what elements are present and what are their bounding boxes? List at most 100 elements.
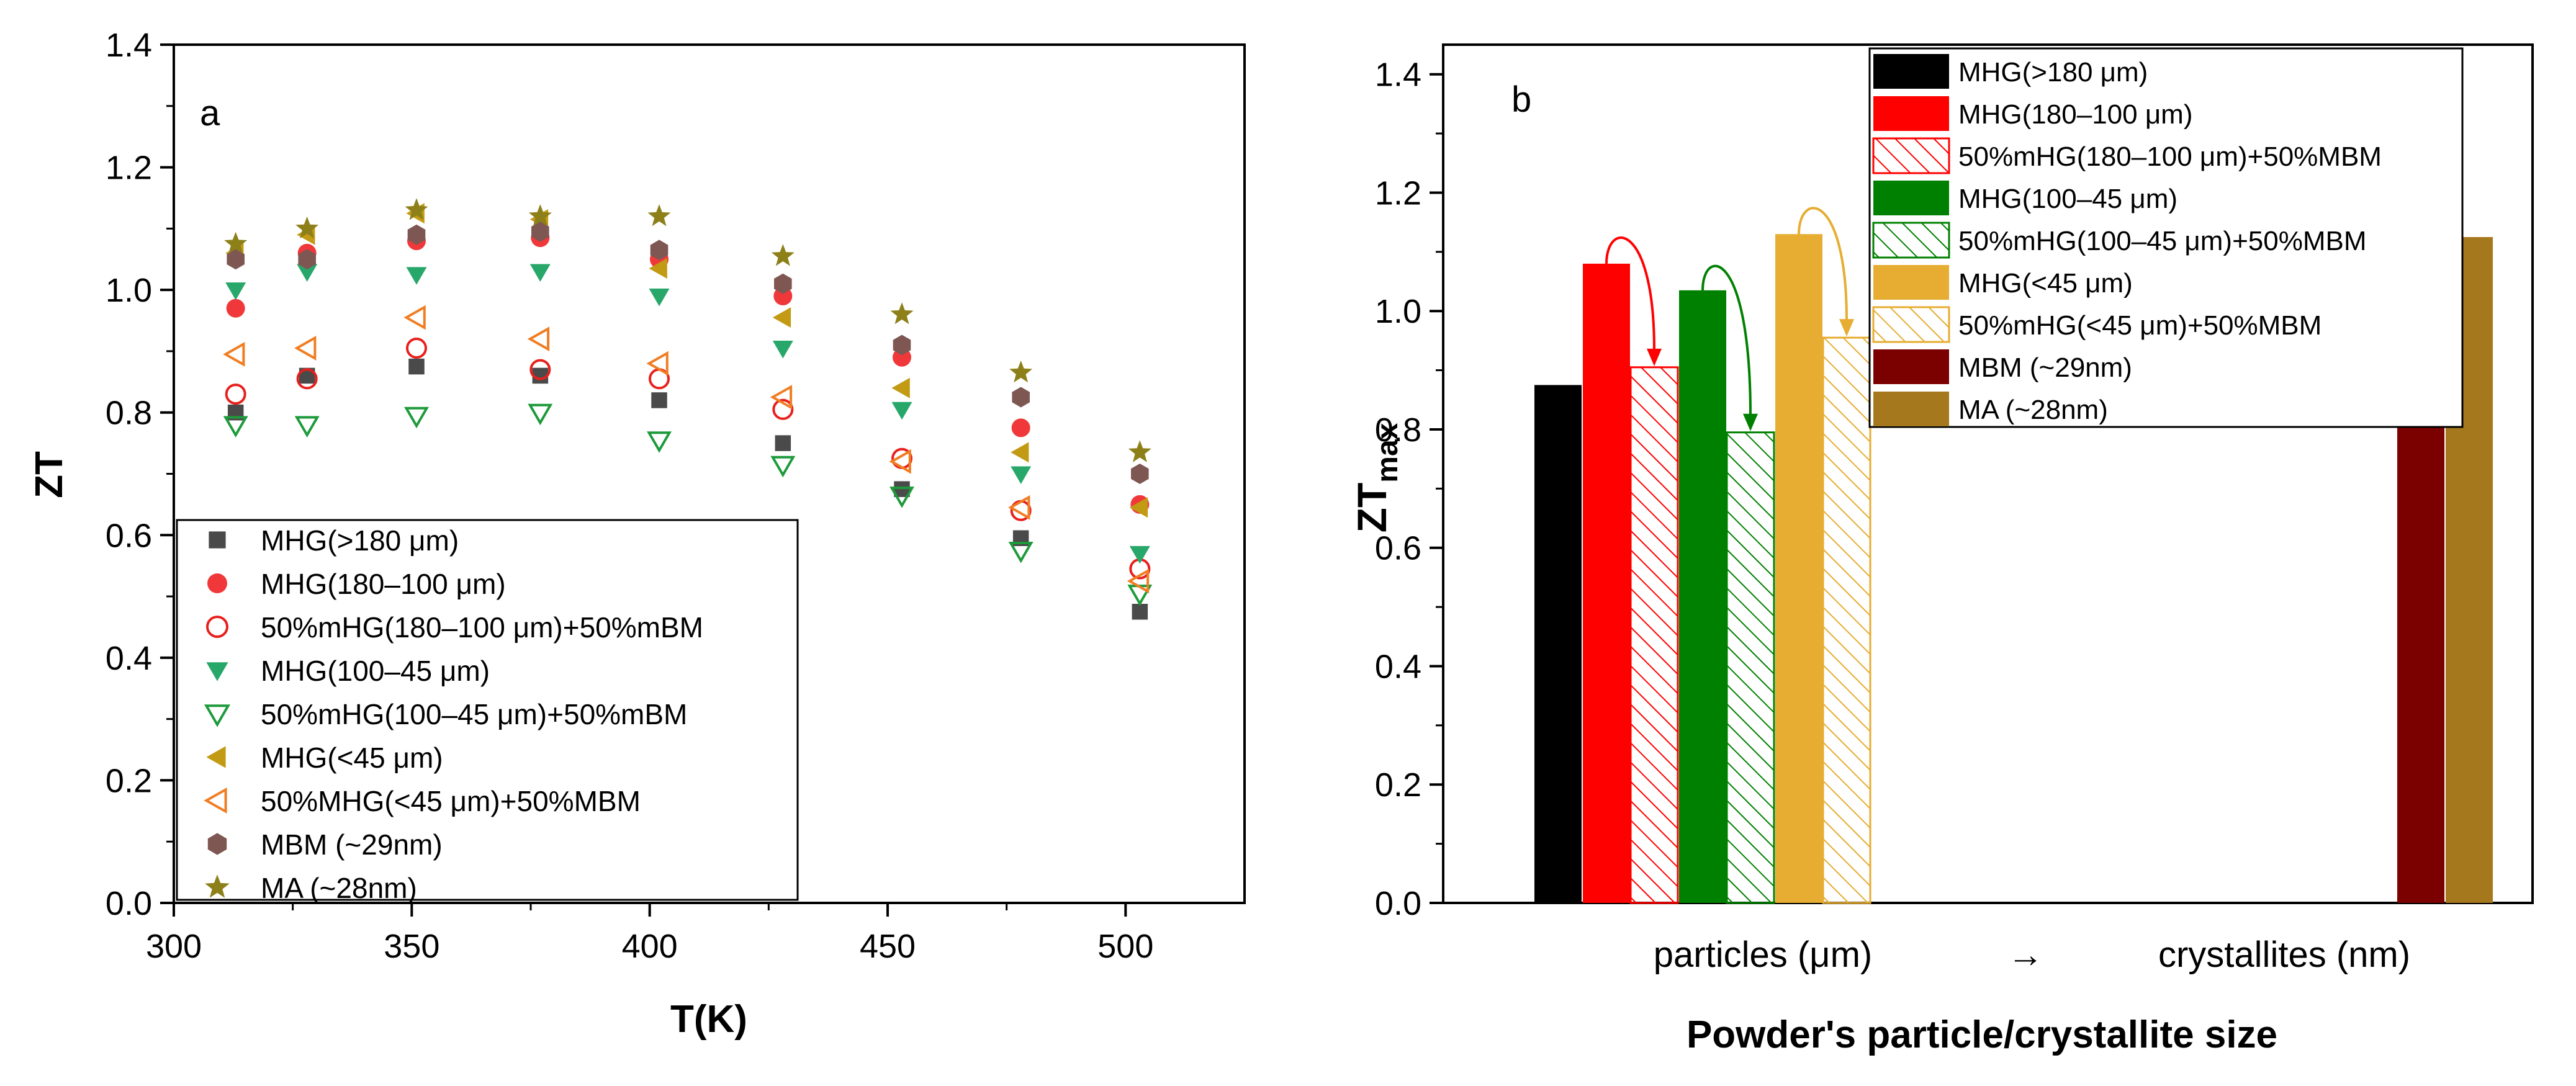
a-y-tick-label: 0.2: [106, 762, 152, 799]
a-point-mbm-29nm: [1012, 387, 1030, 408]
a-legend-label: 50%mHG(100–45 μm)+50%mBM: [261, 698, 687, 730]
a-point-mhg-45-m: [649, 258, 667, 279]
b-legend-label: MHG(180–100 μm): [1958, 99, 2192, 130]
a-x-tick-label: 400: [622, 928, 678, 965]
a-point-50-mhg-100-45-m-50-mbm: [647, 431, 672, 453]
a-point-mhg-45-m: [1129, 497, 1148, 518]
a-point-mhg-45-m: [772, 307, 791, 328]
a-y-tick-label: 0.4: [106, 640, 152, 677]
b-legend-swatch-mbm-29nm: [1873, 349, 1949, 384]
b-group-arrow: →: [2007, 935, 2043, 975]
b-group-label-crystallites: crystallites (nm): [2158, 935, 2410, 975]
b-x-axis-label: Powder's particle/crystallite size: [1687, 1013, 2277, 1056]
b-y-tick-label: 0.0: [1375, 885, 1421, 922]
a-point-mhg-100-45-m: [891, 402, 912, 420]
b-legend-box: [1868, 47, 2464, 428]
plot-b-frame: [1442, 43, 2534, 904]
b-transition-arrowhead: [1839, 319, 1854, 337]
a-y-axis-label: ZT: [28, 451, 71, 498]
b-bar-mhg-100-45-m: [1679, 290, 1726, 904]
b-panel-label: b: [1511, 79, 1531, 120]
a-legend-marker-50-mhg-45-m-50-mbm: [204, 787, 227, 814]
a-y-tick-label: 0.8: [106, 395, 152, 432]
a-point-mhg-180-100-m: [1011, 418, 1030, 438]
a-y-tick-label: 0.6: [106, 517, 152, 554]
a-legend-marker-mhg-100-45-m: [206, 662, 228, 681]
a-point-50-mhg-180-100-m-50-mbm: [406, 337, 427, 359]
b-legend-swatch-mhg-100-45-m: [1873, 181, 1949, 215]
a-legend-label: MHG(>180 μm): [261, 524, 459, 557]
a-point-mbm-29nm: [893, 334, 911, 356]
b-bar-mhg-45-m: [1775, 234, 1822, 903]
b-y-tick-label: 1.2: [1375, 174, 1421, 212]
a-point-mbm-29nm: [531, 221, 549, 242]
a-point-mhg-100-45-m: [1011, 466, 1032, 484]
a-point-mhg-180-m: [775, 435, 791, 451]
a-legend-items: MHG(>180 μm) MHG(180–100 μm) 50%mHG(180–10…: [204, 524, 703, 904]
b-y-tick-label: 1.4: [1375, 56, 1421, 94]
b-y-tick-label: 1.0: [1375, 293, 1421, 330]
b-legend-swatch-50-mhg-45-m-50-mbm: [1872, 306, 1950, 343]
b-legend-swatch-50-mhg-100-45-m-50-mbm: [1872, 222, 1950, 259]
a-point-50-mhg-45-m-50-mbm: [770, 385, 793, 410]
a-y-tick-label: 1.4: [106, 27, 152, 64]
a-legend-label: 50%MHG(<45 μm)+50%MBM: [261, 785, 641, 817]
a-point-mhg-100-45-m: [1129, 545, 1150, 564]
b-bar-50-mhg-180-100-m-50-mbm: [1629, 366, 1679, 904]
b-legend-label: 50%mHG(100–45 μm)+50%MBM: [1958, 226, 2367, 256]
a-x-tick-label: 350: [384, 928, 439, 965]
b-transition-arrowhead: [1647, 348, 1662, 366]
a-point-mbm-29nm: [407, 224, 426, 245]
a-point-ma-28nm: [224, 231, 248, 254]
a-point-mhg-180-m: [1132, 604, 1148, 620]
a-point-ma-28nm: [405, 198, 428, 220]
b-legend-label: 50%mHG(180–100 μm)+50%MBM: [1958, 141, 2382, 172]
a-legend-label: MBM (~29nm): [261, 828, 443, 861]
a-point-50-mhg-100-45-m-50-mbm: [1008, 542, 1034, 563]
a-legend-marker-ma-28nm: [205, 874, 230, 898]
a-point-ma-28nm: [1009, 361, 1033, 383]
a-point-50-mhg-45-m-50-mbm: [403, 305, 426, 330]
b-bar-50-mhg-45-m-50-mbm: [1822, 336, 1871, 904]
a-x-axis: 300 350 400 450 500: [146, 903, 1153, 965]
a-point-mhg-100-45-m: [406, 267, 427, 285]
a-legend-marker-mbm-29nm: [207, 833, 227, 855]
a-point-50-mhg-100-45-m-50-mbm: [404, 406, 429, 429]
a-data-points: [223, 198, 1153, 620]
a-point-mhg-100-45-m: [649, 289, 670, 307]
a-point-ma-28nm: [771, 244, 795, 266]
a-point-50-mhg-45-m-50-mbm: [294, 336, 317, 361]
b-legend-label: MHG(>180 μm): [1958, 57, 2148, 88]
b-y-tick-label: 0.2: [1375, 766, 1421, 804]
a-point-mhg-45-m: [891, 377, 910, 398]
a-legend-label: MA (~28nm): [261, 872, 417, 904]
b-bar-mhg-180-100-m: [1583, 263, 1630, 903]
a-point-mhg-100-45-m: [772, 341, 793, 359]
b-legend-label: 50%mHG(<45 μm)+50%MBM: [1958, 310, 2322, 341]
a-legend-marker-50-mhg-100-45-m-50-mbm: [204, 704, 231, 727]
b-legend-items: MHG(>180 μm) MHG(180–100 μm) 50%mHG(180–10…: [1872, 54, 2382, 426]
b-y-tick-label: 0.4: [1375, 648, 1421, 685]
a-legend-marker-mhg-45-m: [206, 746, 226, 768]
a-legend-label: MHG(<45 μm): [261, 742, 443, 774]
a-x-tick-label: 300: [146, 928, 202, 965]
b-arrows: [1605, 207, 1854, 431]
b-y-axis-label-sub: max: [1371, 423, 1404, 482]
a-x-tick-label: 500: [1097, 928, 1153, 965]
a-legend-marker-mhg-180-m: [209, 531, 226, 549]
a-point-50-mhg-45-m-50-mbm: [223, 341, 245, 367]
a-point-mbm-29nm: [298, 249, 316, 270]
a-legend-marker-mhg-180-100-m: [207, 573, 227, 593]
b-legend-swatch-mhg-180-100-m: [1873, 96, 1949, 131]
a-point-mhg-180-100-m: [226, 298, 245, 318]
panel-b: 0.0 0.2 0.4 0.6 0.8 1.0 1.2 1.4 b particles (μm…: [1349, 43, 2534, 1056]
a-point-50-mhg-100-45-m-50-mbm: [294, 416, 320, 438]
a-point-50-mhg-100-45-m-50-mbm: [223, 416, 248, 438]
b-legend-label: MA (~28nm): [1958, 395, 2108, 425]
a-point-mhg-180-m: [651, 392, 667, 408]
b-legend-label: MBM (~29nm): [1958, 352, 2132, 383]
a-point-ma-28nm: [1128, 440, 1151, 462]
a-legend-label: MHG(180–100 μm): [261, 568, 506, 600]
b-legend-swatch-mhg-180-m: [1873, 54, 1949, 89]
a-point-50-mhg-45-m-50-mbm: [889, 449, 911, 474]
